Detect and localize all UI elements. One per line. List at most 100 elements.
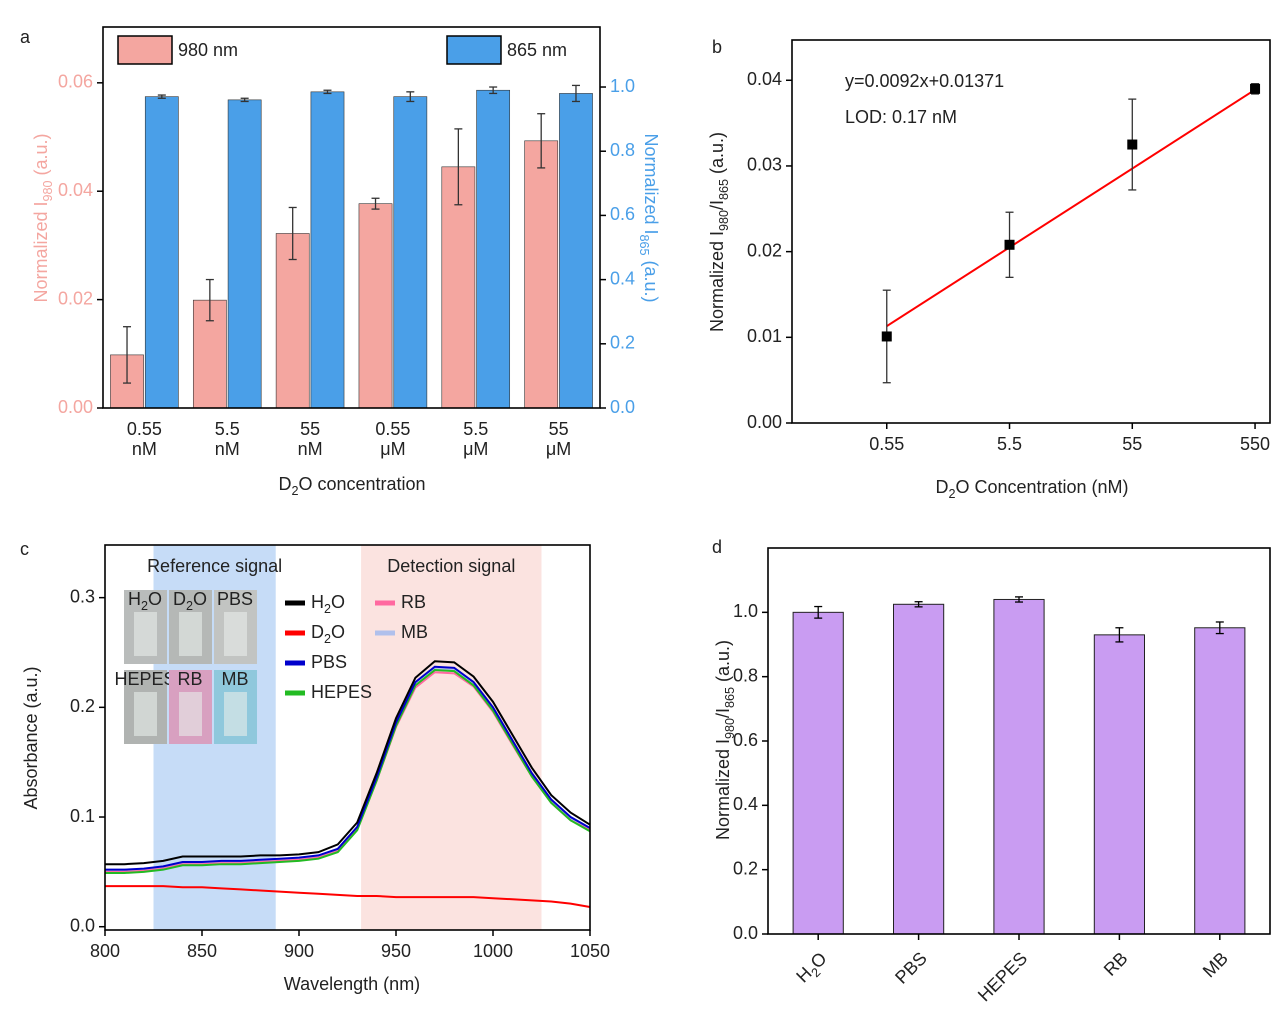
y-tick-label: 0.3 — [70, 586, 95, 606]
inset-label: RB — [177, 669, 202, 689]
x-tick-label: μM — [380, 439, 405, 459]
y-tick-label: 0.0 — [733, 923, 758, 943]
legend-label: PBS — [311, 652, 347, 672]
y-tick-label: 0.00 — [747, 412, 782, 432]
y-axis-title-sub: 865 — [717, 179, 731, 200]
y-axis-title-sub: 980 — [723, 718, 737, 739]
y-axis-title: Normalized I980/I865 (a.u.) — [713, 640, 738, 840]
line — [105, 669, 591, 874]
annotation: LOD: 0.17 nM — [845, 107, 957, 127]
x-tick-label: 900 — [284, 941, 314, 961]
x-tick-label: 0.55 — [375, 419, 410, 439]
x-axis-title-part: D — [278, 474, 291, 494]
x-tick-label: 0.55 — [869, 434, 904, 454]
y-tick-label: 0.04 — [58, 180, 93, 200]
y-axis-title-part: Normalized I — [713, 739, 733, 840]
y-tick-label: 0.2 — [70, 696, 95, 716]
y-axis-title-part: (a.u.) — [707, 132, 727, 179]
inset-label-part: O — [193, 589, 207, 609]
x-tick-label: 0.55 — [127, 419, 162, 439]
x-tick-label: nM — [215, 439, 240, 459]
line — [105, 665, 591, 871]
x-axis-title-part: O Concentration (nM) — [955, 477, 1128, 497]
bar — [559, 93, 593, 409]
inset-label: D2O — [173, 589, 207, 614]
legend-label: 980 nm — [178, 40, 238, 60]
bar — [476, 89, 511, 409]
x-tick-label: 5.5 — [215, 419, 240, 439]
plot-frame — [102, 26, 601, 409]
y-tick-label: 0.02 — [58, 288, 93, 308]
inset-label-part: D — [173, 589, 186, 609]
line — [105, 885, 591, 908]
legend-label-sub: 2 — [324, 632, 331, 646]
x-tick-label: HEPES — [974, 948, 1031, 1005]
y-tick-label: 0.8 — [733, 665, 758, 685]
cuvette — [179, 692, 202, 736]
panel-label: b — [712, 37, 722, 57]
inset-label: PBS — [217, 589, 253, 609]
x-tick-label: μM — [463, 439, 488, 459]
bar — [524, 140, 559, 409]
y2-axis-title-part: (a.u.) — [641, 256, 661, 303]
y-tick-label: 0.4 — [733, 794, 758, 814]
y-axis-title-sub: 980 — [717, 210, 731, 231]
legend-label-part: D — [311, 622, 324, 642]
x-tick-label: nM — [298, 439, 323, 459]
y-axis-title: Normalized I980/I865 (a.u.) — [707, 132, 732, 332]
x-axis-title-part: D — [935, 477, 948, 497]
annotation: y=0.0092x+0.01371 — [845, 71, 1004, 91]
y-tick-label: 0.06 — [58, 72, 93, 92]
bar — [358, 203, 393, 409]
legend-label: H2O — [311, 592, 345, 617]
x-tick-label: 1000 — [473, 941, 513, 961]
y-tick-label: 1.0 — [733, 601, 758, 621]
cuvette — [224, 692, 247, 736]
cuvette — [179, 612, 202, 656]
x-tick-label: 800 — [90, 941, 120, 961]
x-tick-label: H2O — [792, 948, 833, 989]
inset-label-part: O — [148, 589, 162, 609]
panel-label: a — [20, 27, 31, 47]
x-axis-title: D2O concentration — [278, 474, 425, 499]
x-tick-label: PBS — [891, 948, 931, 988]
inset-label-part: H — [128, 589, 141, 609]
legend-swatch — [446, 35, 502, 65]
bar — [893, 603, 945, 935]
point — [1004, 239, 1015, 250]
y-tick-label: 0.4 — [610, 268, 635, 288]
point — [1127, 139, 1138, 150]
bar — [1194, 627, 1246, 935]
y-tick-label: 0.6 — [733, 730, 758, 750]
x-tick-label: 5.5 — [463, 419, 488, 439]
y-axis-title: Normalized I980 (a.u.) — [31, 133, 56, 302]
cuvette — [134, 692, 157, 736]
inset-label: HEPES — [114, 669, 175, 689]
x-tick-label: 55 — [549, 419, 569, 439]
y-tick-label: 0.8 — [610, 140, 635, 160]
y-tick-label: 0.02 — [747, 240, 782, 260]
point — [881, 331, 892, 342]
y-tick-label: 0.04 — [747, 69, 782, 89]
y-axis-title-part: Normalized I — [31, 202, 51, 303]
bar — [393, 96, 428, 409]
bar — [144, 96, 179, 409]
panel-label: c — [20, 539, 29, 559]
x-axis-title-sub: 2 — [948, 487, 955, 501]
y-tick-label: 0.6 — [610, 204, 635, 224]
y-tick-label: 0.2 — [733, 858, 758, 878]
y-axis-title-part: /I — [713, 708, 733, 718]
legend-label-part: O — [331, 592, 345, 612]
bar — [792, 611, 844, 935]
bar — [310, 91, 345, 409]
x-tick-label: 55 — [300, 419, 320, 439]
x-tick-label: 5.5 — [997, 434, 1022, 454]
y-axis-title-sub: 980 — [41, 180, 55, 201]
x-tick-label: MB — [1199, 948, 1232, 981]
y-tick-label: 0.03 — [747, 155, 782, 175]
plot-frame — [104, 544, 591, 931]
x-tick-label: 950 — [381, 941, 411, 961]
panel-label: d — [712, 537, 722, 557]
cuvette — [134, 612, 157, 656]
legend-label: D2O — [311, 622, 345, 647]
